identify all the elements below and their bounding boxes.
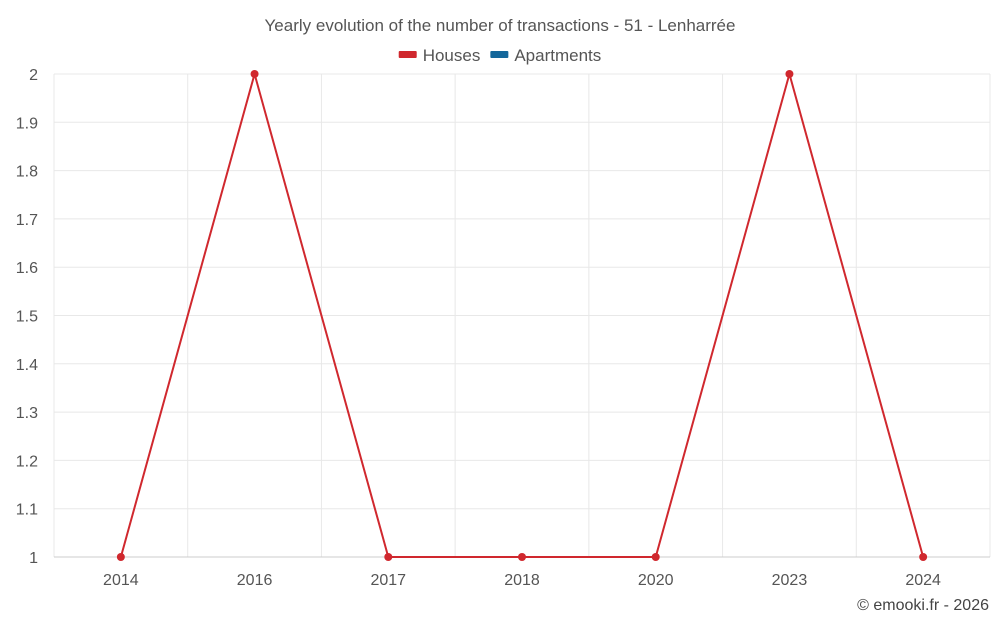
legend-item-houses[interactable]: Houses [398,46,481,65]
y-tick-label: 1.8 [16,164,38,181]
y-tick-label: 1.1 [16,502,38,519]
x-tick-label: 2024 [905,572,941,589]
y-tick-label: 1.6 [16,260,38,277]
x-tick-label: 2017 [370,572,406,589]
y-tick-label: 1.5 [16,309,38,326]
chart-title: Yearly evolution of the number of transa… [265,16,736,35]
x-tick-label: 2016 [237,572,273,589]
data-point-houses[interactable] [919,553,928,561]
y-tick-label: 1 [29,550,38,567]
grid [53,73,991,558]
data-point-houses[interactable] [518,553,526,561]
series-layer [116,70,928,561]
y-tick-label: 1.3 [16,405,38,422]
y-tick-label: 1.7 [16,212,38,229]
legend: Houses Apartments [398,46,601,65]
data-point-houses[interactable] [384,553,393,561]
data-point-houses[interactable] [785,70,794,78]
legend-swatch [490,51,509,58]
data-point-houses[interactable] [116,553,125,561]
y-tick-label: 2 [29,67,38,84]
y-tick-label: 1.9 [16,115,38,132]
credit-text: © emooki.fr - 2026 [857,597,989,614]
x-tick-label: 2014 [103,572,139,589]
data-point-houses[interactable] [651,553,660,561]
data-point-houses[interactable] [250,70,259,78]
legend-label: Houses [423,46,481,65]
legend-item-apartments[interactable]: Apartments [490,46,601,65]
legend-label: Apartments [514,46,601,65]
y-tick-label: 1.2 [16,453,38,470]
x-tick-label: 2023 [772,572,808,589]
y-tick-label: 1.4 [16,357,38,374]
x-axis-ticks: 2014 2016 2017 2018 2020 2023 2024 [103,572,941,589]
legend-swatch [398,51,417,58]
x-tick-label: 2020 [638,572,674,589]
x-tick-label: 2018 [504,572,540,589]
y-axis-ticks: 1 1.1 1.2 1.3 1.4 1.5 1.6 1.7 1.8 1.9 2 [16,67,38,567]
